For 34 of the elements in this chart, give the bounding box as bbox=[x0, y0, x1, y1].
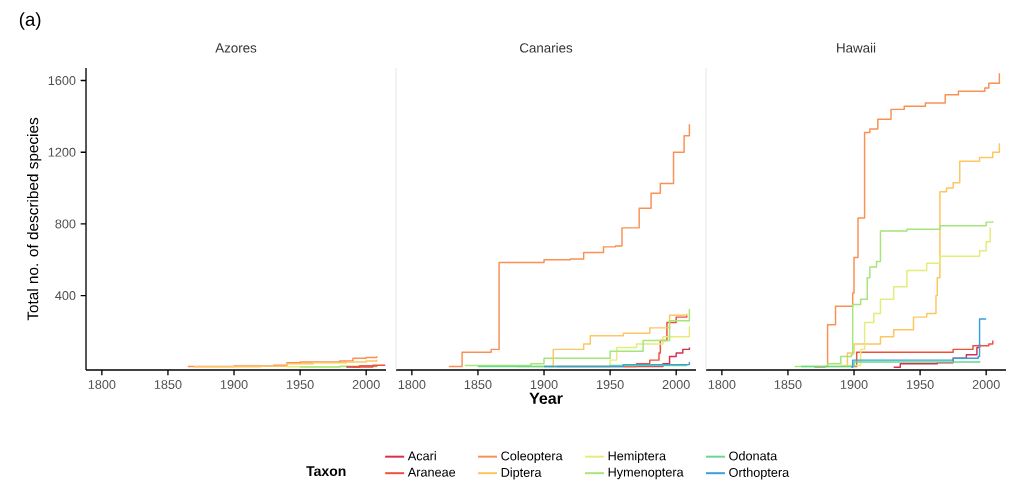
legend-label: Coleoptera bbox=[501, 451, 563, 463]
text: (a) bbox=[19, 12, 41, 30]
x-tick-label: 1900 bbox=[220, 380, 248, 389]
x-tick-label: 1900 bbox=[530, 380, 558, 389]
legend-label: Hymenoptera bbox=[608, 467, 684, 480]
y-tick-label: 1200 bbox=[48, 147, 76, 157]
x-tick-label: 1950 bbox=[906, 380, 934, 389]
legend-label: Orthoptera bbox=[729, 467, 790, 480]
chart-title: Hawaii bbox=[837, 42, 876, 53]
x-tick-label: 1850 bbox=[464, 380, 492, 389]
x-tick-label: 2000 bbox=[352, 380, 380, 389]
chart-title: Canaries bbox=[519, 42, 573, 53]
x-tick-label: 1950 bbox=[286, 380, 314, 389]
legend-label: Odonata bbox=[729, 451, 778, 461]
y-tick-label: 800 bbox=[55, 219, 76, 229]
x-tick-label: 1800 bbox=[88, 380, 116, 389]
x-tick-label: 1800 bbox=[398, 380, 426, 389]
x-tick-label: 1800 bbox=[708, 380, 736, 389]
x-tick-label: 1850 bbox=[154, 380, 182, 389]
y-tick-label: 400 bbox=[55, 291, 76, 301]
legend-label: Araneae bbox=[407, 467, 456, 477]
x-tick-label: 1950 bbox=[596, 380, 624, 389]
legend-label: Diptera bbox=[501, 467, 542, 480]
x-tick-label: 1900 bbox=[840, 380, 868, 389]
x-tick-label: 1850 bbox=[774, 380, 802, 389]
legend-title: Taxon bbox=[306, 466, 346, 477]
legend-label: Acari bbox=[407, 451, 436, 461]
legend-label: Hemiptera bbox=[608, 451, 667, 463]
x-tick-label: 2000 bbox=[972, 380, 1000, 389]
chart-title: Azores bbox=[215, 43, 257, 53]
x-axis-title: Year bbox=[529, 392, 563, 404]
y-axis-title: Total no. of described species bbox=[27, 117, 42, 321]
x-tick-label: 2000 bbox=[662, 380, 690, 389]
y-tick-label: 1600 bbox=[48, 76, 76, 86]
